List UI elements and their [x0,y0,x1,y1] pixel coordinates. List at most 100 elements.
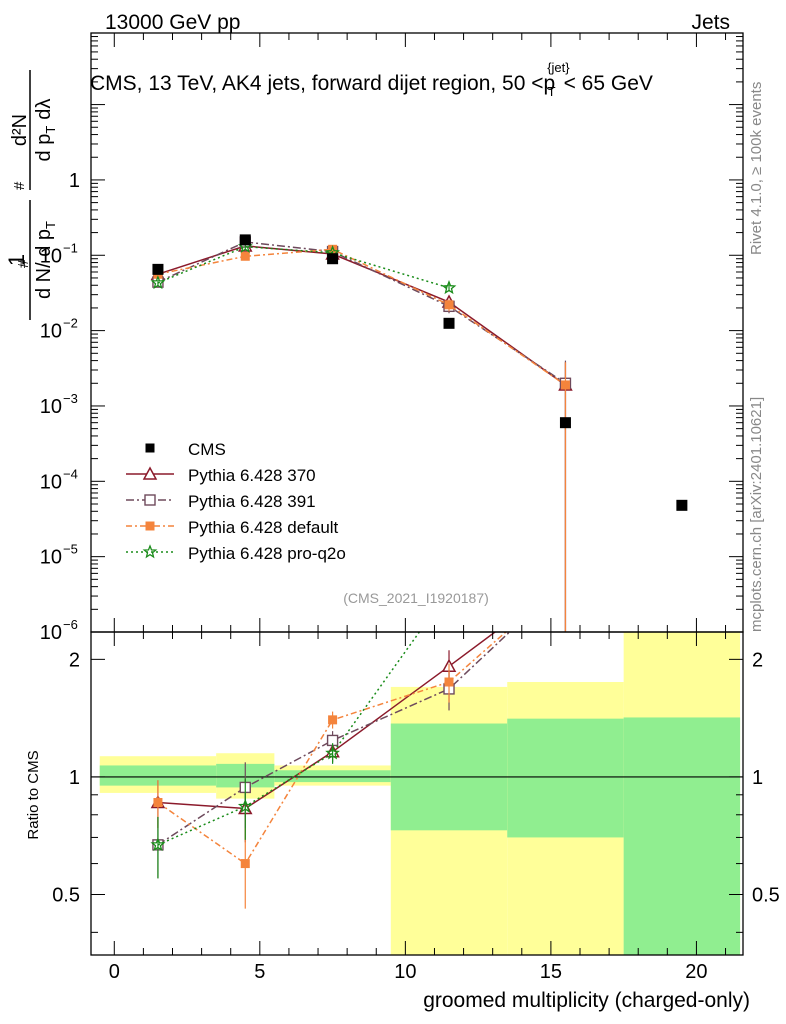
main-y-tick-label-6: 10 [40,622,62,644]
chart-title: CMS, 13 TeV, AK4 jets, forward dijet reg… [90,60,653,99]
y-label-dn: d N/ d p [33,229,55,299]
main-point-2-3 [444,300,454,310]
x-axis-label: groomed multiplicity (charged-only) [423,989,750,1012]
x-tick-label-4: 20 [685,961,707,983]
y-label-t-sub-1: T [43,221,58,229]
chart-title-superscript: {jet} [547,60,570,75]
main-y-tick-label-0: 1 [69,170,80,192]
legend-marker-0 [145,443,155,453]
legend-label-2: Pythia 6.428 391 [188,492,316,511]
ratio-y-tick-label-right-2: 2 [752,649,763,671]
legend-label-1: Pythia 6.428 370 [188,466,316,485]
ratio-y-tick-label-left-1: 1 [69,767,80,789]
cms-data-point-1 [239,234,251,246]
ratio-point-3-2-shape [325,745,340,760]
ratio-point-2-3-shape [444,677,454,687]
ratio-y-tick-label-left-0: 0.5 [52,885,80,907]
ratio-point-3-1-shape [237,798,253,813]
y-label-hash-1: # [15,259,32,268]
band-stat-4 [507,718,624,838]
ratio-point-3-2 [325,745,340,760]
legend-marker-2 [144,494,156,506]
legend: CMS Pythia 6.428 370 Pythia 6.428 391 Pythi… [126,440,346,563]
band-stat-0 [99,765,217,786]
y-label-one: 1 [4,254,29,266]
y-label-t-sub-2: T [43,126,58,134]
legend-marker-1 [142,466,158,480]
cms-data-point-2-shape [327,253,339,265]
y-label-denominator-2: d pTdλ [33,99,58,162]
chart-title-tail: < 65 GeV [564,72,653,95]
ratio-point-3-1 [237,798,253,813]
ratio-point-3-0-shape [150,837,166,852]
cms-data-point-3-shape [443,317,455,329]
main-y-tick-label-3: 10 [40,396,62,418]
legend-marker-4 [142,544,158,559]
ratio-y-tick-label-right-0: 0.5 [752,885,780,907]
cms-data-point-1-shape [239,234,251,246]
ratio-line-3 [157,632,421,846]
main-point-3-0-shape [150,275,166,290]
ratio-point-2-2-shape [328,715,338,725]
main-y-tick-label-5: 10 [40,547,62,569]
ratio-y-tick-label-left-2: 2 [69,649,80,671]
y-label-hash-2: # [11,181,28,190]
x-tick-label-0: 0 [109,961,120,983]
ratio-point-2-3 [444,677,454,687]
legend-marker-4-shape [142,544,158,559]
cms-data-point-5 [676,499,688,511]
ratio-point-2-2 [328,715,338,725]
ratio-uncertainty-bands [91,632,743,955]
legend-marker-2-shape [144,494,156,506]
y-label-dp: d p [33,134,55,162]
main-line-2 [157,248,566,386]
main-y-tick-exponent-2: −2 [63,316,78,331]
y-label-d2n: d²N [9,114,31,146]
legend-marker-1-shape [142,466,158,480]
main-y-tick-exponent-5: −5 [63,542,78,557]
cms-data-point-0-shape [152,263,164,275]
legend-label-0: CMS [188,440,226,459]
ratio-y-label: Ratio to CMS [25,750,42,839]
cms-data-point-5-shape [676,499,688,511]
main-point-2-4 [560,380,570,390]
main-point-3-3 [441,279,457,295]
main-y-tick-exponent-1: −1 [63,240,78,255]
main-point-3-3-shape [441,279,457,295]
cms-data-point-4 [559,417,571,429]
main-point-2-2-shape [328,244,338,254]
legend-marker-3 [145,521,155,531]
main-y-tick-label-2: 10 [40,321,62,343]
main-point-2-4-shape [560,380,570,390]
ratio-point-2-1-shape [240,859,250,869]
ratio-point-2-0 [153,798,163,808]
header-right: Jets [691,11,730,34]
ratio-y-tick-label-right-1: 1 [752,767,763,789]
ratio-point-2-0-shape [153,798,163,808]
cms-data-point-4-shape [559,417,571,429]
main-point-3-0 [150,275,166,290]
header-left: 13000 GeV pp [105,11,240,34]
main-point-2-3-shape [444,300,454,310]
legend-label-4: Pythia 6.428 pro-q2o [188,544,346,563]
cms-data-point-3 [443,317,455,329]
main-y-tick-exponent-3: −3 [63,391,78,406]
main-point-2-1 [240,251,250,261]
main-y-tick-label-4: 10 [40,471,62,493]
cms-data-point-0 [152,263,164,275]
analysis-tag: (CMS_2021_I1920187) [343,590,489,606]
x-tick-label-2: 10 [394,961,416,983]
legend-marker-3-shape [145,521,155,531]
cms-data-point-2 [327,253,339,265]
main-panel-series [150,234,688,632]
ratio-panel-frame [90,631,744,956]
ratio-line-2 [157,632,507,865]
x-tick-label-3: 15 [540,961,562,983]
y-label-denominator: d N/ d pT [33,221,58,299]
y-label-dlambda: dλ [33,99,55,120]
ratio-panel-series [150,632,511,909]
main-y-tick-exponent-4: −4 [63,466,78,481]
main-point-2-1-shape [240,251,250,261]
